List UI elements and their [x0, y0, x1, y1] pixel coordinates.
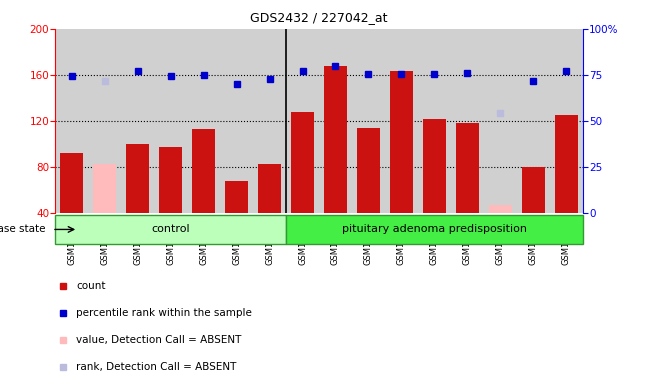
Text: value, Detection Call = ABSENT: value, Detection Call = ABSENT — [76, 335, 242, 345]
Bar — [422, 119, 446, 213]
Bar — [357, 128, 380, 213]
Bar — [291, 112, 314, 213]
Bar — [126, 144, 149, 213]
Bar — [489, 205, 512, 213]
Bar — [521, 167, 545, 213]
Bar — [456, 123, 479, 213]
Bar — [258, 164, 281, 213]
Text: disease state: disease state — [0, 224, 46, 235]
Text: percentile rank within the sample: percentile rank within the sample — [76, 308, 253, 318]
Bar — [159, 147, 182, 213]
Bar — [192, 129, 215, 213]
Bar — [555, 115, 577, 213]
Bar — [225, 181, 248, 213]
Text: rank, Detection Call = ABSENT: rank, Detection Call = ABSENT — [76, 362, 237, 372]
Text: pituitary adenoma predisposition: pituitary adenoma predisposition — [342, 224, 527, 235]
Text: GDS2432 / 227042_at: GDS2432 / 227042_at — [250, 12, 388, 25]
Bar — [390, 71, 413, 213]
Bar — [286, 215, 583, 244]
Bar — [61, 153, 83, 213]
Bar — [55, 215, 286, 244]
Text: count: count — [76, 281, 106, 291]
Bar — [324, 66, 347, 213]
Bar — [93, 164, 117, 213]
Text: control: control — [152, 224, 190, 235]
